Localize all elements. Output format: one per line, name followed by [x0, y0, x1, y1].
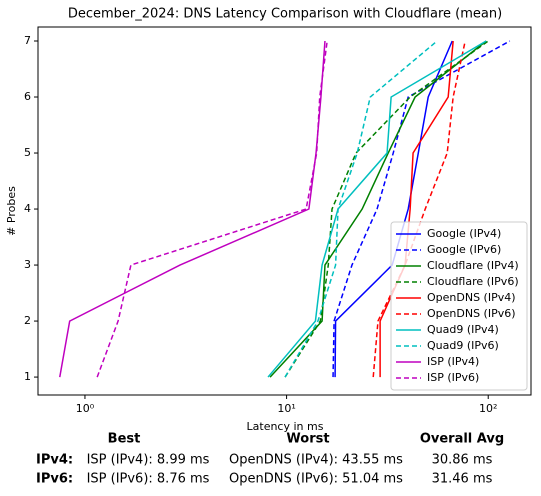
- table-cell: ISP (IPv6): 8.76 ms: [87, 472, 210, 487]
- y-axis-label: # Probes: [5, 186, 18, 236]
- series-line: [96, 40, 328, 378]
- row-label: IPv4:: [36, 453, 73, 468]
- series-line: [334, 40, 453, 378]
- legend-label: ISP (IPv4): [427, 355, 479, 368]
- y-tick-label: 7: [24, 34, 31, 47]
- y-tick-label: 6: [24, 90, 31, 103]
- series-line: [284, 40, 489, 378]
- y-tick-label: 3: [24, 258, 31, 271]
- legend-box: [390, 221, 528, 391]
- x-tick-label: 10²: [479, 402, 497, 415]
- series-line: [332, 40, 511, 378]
- legend-label: Quad9 (IPv4): [427, 323, 499, 336]
- y-tick-label: 5: [24, 146, 31, 159]
- table-cell: OpenDNS (IPv4): 43.55 ms: [229, 453, 403, 468]
- y-tick-label: 4: [24, 202, 31, 215]
- table-header: Worst: [286, 432, 329, 447]
- x-tick-label: 10⁰: [76, 402, 95, 415]
- plot-frame: [37, 26, 532, 396]
- table-cell: 30.86 ms: [432, 453, 493, 468]
- legend-label: Cloudflare (IPv6): [427, 275, 519, 288]
- table-cell: 31.46 ms: [432, 472, 493, 487]
- series-line: [284, 40, 438, 378]
- legend-label: OpenDNS (IPv6): [427, 307, 516, 320]
- legend-label: Google (IPv6): [427, 243, 501, 256]
- x-tick-label: 10¹: [277, 402, 295, 415]
- table-header: Best: [108, 432, 141, 447]
- chart-title: December_2024: DNS Latency Comparison wi…: [68, 7, 502, 22]
- y-tick-label: 2: [24, 314, 31, 327]
- x-axis-label: Latency in ms: [247, 420, 324, 433]
- legend-label: Cloudflare (IPv4): [427, 259, 519, 272]
- legend-label: OpenDNS (IPv4): [427, 291, 516, 304]
- y-tick-label: 1: [24, 370, 31, 383]
- series-line: [379, 40, 454, 378]
- legend-label: Quad9 (IPv6): [427, 339, 499, 352]
- legend-label: Google (IPv4): [427, 227, 501, 240]
- series-line: [372, 40, 466, 378]
- table-cell: OpenDNS (IPv6): 51.04 ms: [229, 472, 403, 487]
- table-header: Overall Avg: [420, 432, 504, 447]
- legend-label: ISP (IPv6): [427, 371, 479, 384]
- series-line: [269, 40, 487, 378]
- table-cell: ISP (IPv4): 8.99 ms: [87, 453, 210, 468]
- series-line: [59, 40, 326, 378]
- row-label: IPv6:: [36, 472, 73, 487]
